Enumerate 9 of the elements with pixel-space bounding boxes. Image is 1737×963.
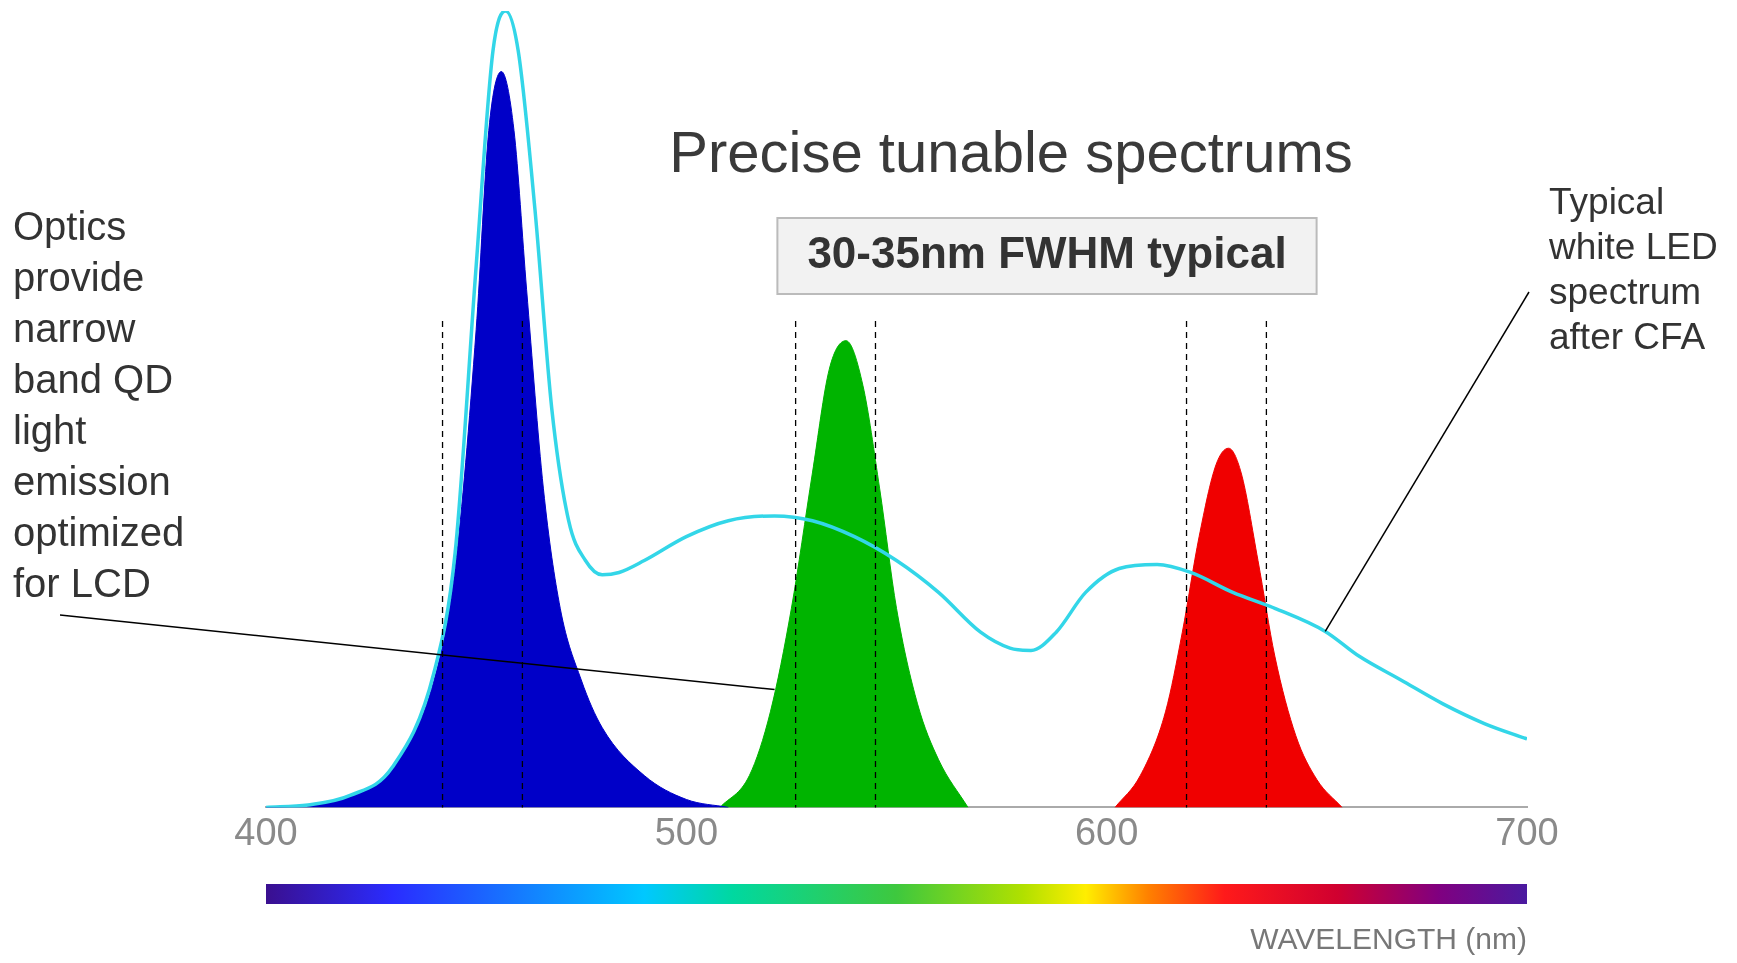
annotation: Typical white LED spectrum after CFA bbox=[1548, 181, 1718, 357]
x-tick-label: 500 bbox=[654, 810, 719, 853]
text: Precise tunable spectrums bbox=[669, 119, 1353, 184]
x-tick-label: 700 bbox=[1495, 810, 1559, 853]
annotation: 30-35nm FWHM typical bbox=[807, 228, 1287, 278]
x-tick-label: 600 bbox=[1074, 810, 1139, 853]
x-axis-title: WAVELENGTH (nm) bbox=[1250, 922, 1527, 956]
annotation: Optics provide narrow band QD light emission optimized for LCD bbox=[13, 204, 185, 605]
x-tick-label: 400 bbox=[234, 810, 298, 853]
